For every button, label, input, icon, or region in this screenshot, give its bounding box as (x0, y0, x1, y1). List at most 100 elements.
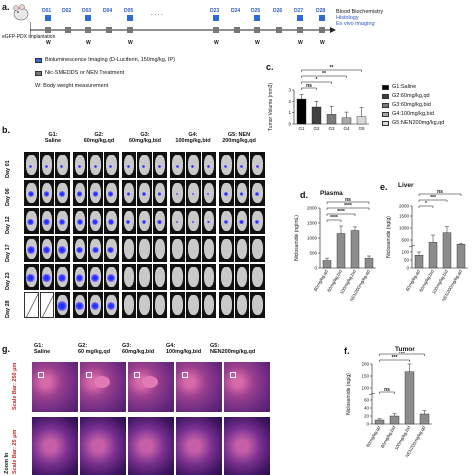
mouse-image (55, 152, 70, 178)
tumor-signal (60, 164, 64, 168)
legend-entry: G3:60mg/kg,bid (382, 102, 444, 108)
mouse-image (250, 180, 265, 206)
treatment-marker (276, 27, 282, 33)
bar (389, 415, 400, 425)
tumor-signal (78, 164, 82, 168)
mouse-body (123, 295, 135, 315)
mouse-image (201, 236, 217, 262)
tumor-signal (26, 246, 35, 254)
mouse-image (72, 152, 88, 178)
weight-marker: W (320, 40, 325, 46)
tumor-signal (27, 191, 34, 197)
tumor-signal (141, 219, 147, 225)
mouse-image (121, 292, 137, 318)
legend-treatment-text: Nic-SMEDDS or NEN Treatment (45, 70, 125, 76)
mouse-image (137, 180, 152, 206)
y-tick-label: 50 (404, 258, 410, 263)
mouse-image (121, 180, 137, 206)
mouse-image (234, 236, 250, 262)
panel-letter-e: e. (380, 182, 388, 192)
mouse-image (24, 152, 39, 178)
imaging-marker (254, 15, 260, 21)
tumor-signal (175, 220, 179, 224)
histo-group-name: G3: (122, 343, 132, 349)
bar-G5 (356, 116, 367, 125)
mouse-icon (13, 4, 29, 21)
y-tick-label: 2000 (307, 206, 318, 211)
sig-label: *** (392, 355, 398, 361)
mouse-body (252, 295, 263, 315)
bio-group-name: G4: (188, 132, 198, 138)
tumor-signal (106, 301, 115, 311)
tumor-signal (157, 192, 162, 196)
y-tick-label: 2000 (399, 204, 410, 209)
mouse-image (39, 208, 55, 234)
mouse-image (201, 180, 217, 206)
mouse-image (88, 208, 103, 234)
histology-zoom-image (176, 417, 222, 475)
timeline-ellipsis: . . . . (151, 11, 163, 17)
bio-group-name: G1: (48, 132, 58, 138)
mouse-image (104, 236, 119, 262)
histo-group-name: G1: (34, 343, 44, 349)
panel-letter-b: b. (2, 125, 10, 135)
mouse-image (88, 180, 103, 206)
timeline-day-D28: D28 (316, 8, 326, 14)
endpoint-exvivo: Ex vivo imaging (336, 21, 375, 27)
mouse-body (188, 239, 199, 259)
tumor-signal (255, 219, 260, 225)
category-label: G4 (343, 126, 350, 131)
mouse-image (88, 236, 103, 262)
weight-marker: W (214, 40, 219, 46)
treatment-marker (127, 27, 133, 33)
y-axis-title: Niclosamide (ng/g) (346, 373, 352, 415)
bar-60mg/kg,qd (322, 260, 332, 269)
mouse-image (121, 208, 137, 234)
treatment-marker (254, 27, 260, 33)
y-tick-label: 1500 (307, 221, 318, 226)
tumor-signal (255, 192, 259, 196)
mouse-image (55, 180, 70, 206)
bar-G2 (311, 106, 322, 125)
bar (419, 413, 430, 425)
mouse-image (72, 236, 88, 262)
mouse-image (121, 152, 137, 178)
tumor-signal (27, 218, 35, 226)
mouse-image (219, 152, 234, 178)
treatment-marker (85, 27, 91, 33)
bar (428, 242, 438, 269)
legend-label: G5:NEN200mg/kg,qd (392, 120, 445, 126)
category-label: 60mg/kg,qd (365, 425, 381, 448)
tumor-signal (26, 273, 36, 283)
tumor-signal (90, 301, 100, 311)
tumor-signal (224, 164, 228, 168)
panel-letter-d: d. (300, 190, 308, 200)
tumor-signal (191, 192, 194, 196)
y-tick-label: 100 (361, 386, 369, 391)
tumor-signal (43, 191, 50, 197)
timeline-day-D27: D27 (294, 8, 304, 14)
tumor-signal (42, 273, 51, 283)
timeline-day-D25: D25 (251, 8, 261, 14)
treatment-marker (234, 27, 240, 33)
bar (414, 254, 424, 269)
tumor-signal (206, 164, 210, 168)
histology-overview-image (176, 362, 222, 412)
mouse-body (139, 295, 150, 315)
zoom-box (86, 372, 92, 378)
mouse-image (219, 208, 234, 234)
imaging-marker (319, 15, 325, 21)
legend-entry: G1:Saline (382, 84, 444, 90)
tumor-signal (157, 219, 162, 225)
histo-group-label: G5: NEN200mg/kg,qd (210, 343, 256, 355)
sig-label: * (316, 77, 318, 83)
bar-100mg/kg,bid (350, 230, 360, 269)
y-tick-label: 0 (288, 122, 291, 127)
panel-letter-f: f. (344, 346, 350, 356)
panel-letter-a: a. (2, 2, 10, 12)
mouse-image (219, 264, 234, 290)
tumor-signal (75, 274, 84, 282)
mouse-image (39, 180, 55, 206)
endpoint-list: Blood Biochemistry Histology Ex vivo ima… (336, 9, 383, 27)
mouse-image (137, 236, 152, 262)
